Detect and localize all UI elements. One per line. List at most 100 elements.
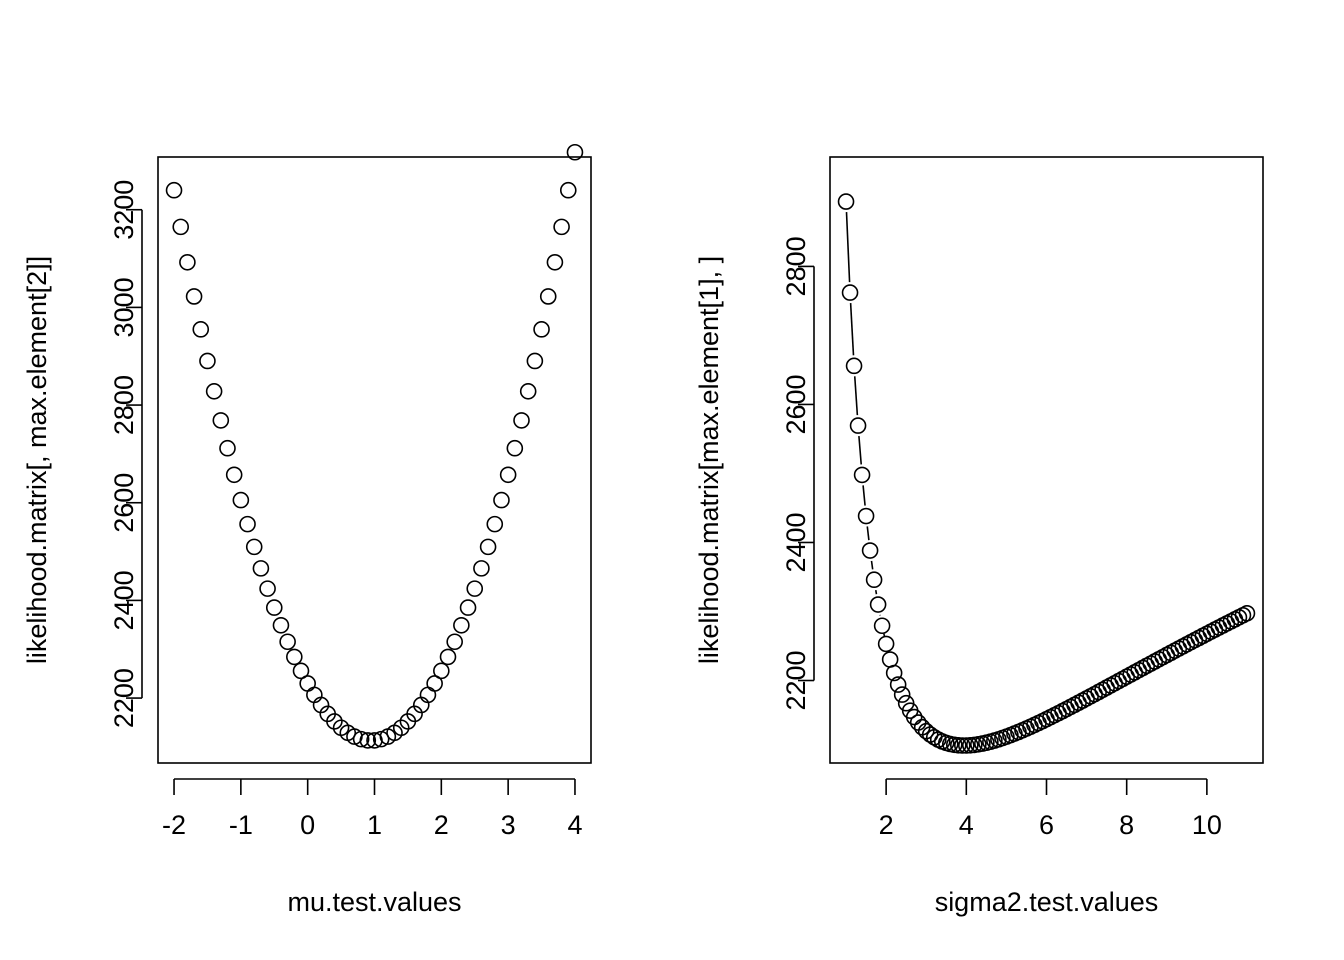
data-point: [259, 580, 276, 597]
data-point: [453, 616, 470, 634]
series-line-segment: [883, 633, 886, 637]
y-tick-label: 3000: [109, 277, 139, 337]
plot-box: [829, 156, 1264, 764]
data-point: [873, 617, 891, 635]
data-point: [553, 218, 570, 236]
data-point: [559, 181, 577, 199]
y-tick-label: 2200: [109, 668, 139, 728]
data-point: [526, 352, 544, 370]
data-point: [372, 730, 390, 748]
data-point: [958, 737, 975, 754]
series-line-segment: [849, 303, 855, 356]
x-tick-label: 0: [300, 810, 315, 840]
data-point: [546, 253, 564, 271]
series-line-segment: [874, 589, 878, 595]
data-point: [179, 253, 196, 271]
y-tick-label: 2600: [781, 374, 811, 434]
x-tick-label: 10: [1192, 810, 1222, 840]
data-point: [172, 218, 190, 236]
x-tick-label: 2: [434, 810, 449, 840]
data-point: [165, 181, 183, 199]
data-point: [506, 439, 524, 457]
x-axis-title: sigma2.test.values: [935, 887, 1159, 917]
data-point: [853, 466, 871, 484]
data-point: [865, 571, 883, 589]
data-point: [245, 538, 263, 556]
data-point: [473, 560, 490, 577]
data-point: [499, 466, 517, 484]
data-point: [1238, 604, 1256, 622]
data-point: [426, 675, 443, 692]
x-tick-label: 6: [1039, 810, 1054, 840]
data-point: [566, 143, 584, 161]
data-point: [519, 383, 537, 400]
data-point: [225, 466, 243, 484]
y-tick-label: 2400: [109, 570, 139, 630]
x-tick-label: 2: [879, 810, 894, 840]
data-point: [232, 491, 250, 509]
data-point: [841, 284, 859, 301]
data-point: [849, 417, 867, 434]
data-point: [466, 580, 484, 597]
data-point: [299, 675, 316, 692]
y-tick-label: 2200: [781, 650, 811, 710]
data-point: [893, 686, 911, 703]
y-tick-label: 2800: [109, 375, 139, 435]
mu-likelihood-panel: -2 -1 0 1 2 3 4 2200 2400 2600 2800 3000 3200 mu.test…: [22, 143, 592, 917]
data-point: [433, 662, 450, 680]
y-axis-title: likelihood.matrix[max.element[1], ]: [694, 256, 724, 664]
x-tick-label: -2: [162, 810, 186, 840]
data-point: [219, 439, 236, 457]
data-point: [199, 352, 216, 370]
data-point: [185, 288, 203, 305]
data-point: [905, 708, 923, 726]
x-tick-label: -1: [229, 810, 253, 840]
data-point: [286, 648, 303, 666]
y-tick-label: 2800: [781, 236, 811, 296]
data-point: [265, 599, 283, 616]
series-line-segment: [870, 560, 874, 570]
plot-box: [157, 156, 592, 764]
data-point: [212, 412, 230, 429]
data-point: [539, 288, 557, 305]
y-tick-label: 2400: [781, 512, 811, 572]
series-line-segment: [853, 376, 859, 416]
y-tick-label: 2600: [109, 473, 139, 533]
x-axis-title: mu.test.values: [287, 887, 461, 917]
y-tick-label: 3200: [109, 180, 139, 240]
data-point: [837, 193, 855, 210]
data-point: [885, 664, 903, 682]
data-point: [205, 383, 223, 400]
sigma2-likelihood-panel: 2 4 6 8 10 2200 2400 2600 2800 sigma2.test.values…: [694, 156, 1264, 917]
data-point: [359, 732, 377, 749]
series-line-segment: [866, 526, 870, 541]
data-point: [192, 321, 210, 338]
data-point: [352, 730, 370, 748]
data-point: [272, 616, 290, 634]
data-point: [889, 676, 907, 693]
data-point: [486, 515, 504, 533]
data-point: [877, 635, 895, 653]
data-point: [446, 633, 463, 651]
x-tick-label: 8: [1119, 810, 1134, 840]
x-tick-label: 4: [959, 810, 974, 840]
data-point: [954, 737, 971, 754]
data-point: [493, 491, 510, 509]
data-point: [869, 596, 887, 613]
x-tick-label: 4: [567, 810, 582, 840]
data-point: [857, 507, 875, 525]
data-point: [533, 321, 550, 338]
series-line-segment: [845, 212, 851, 283]
data-point: [279, 633, 296, 651]
data-point: [239, 515, 256, 533]
data-point: [292, 662, 310, 680]
data-point: [513, 412, 530, 429]
data-point: [459, 599, 477, 616]
data-point: [479, 538, 497, 556]
data-point: [439, 648, 457, 666]
series-line-segment: [858, 435, 863, 465]
data-point: [252, 560, 270, 577]
data-point: [861, 542, 879, 559]
x-tick-label: 1: [367, 810, 382, 840]
